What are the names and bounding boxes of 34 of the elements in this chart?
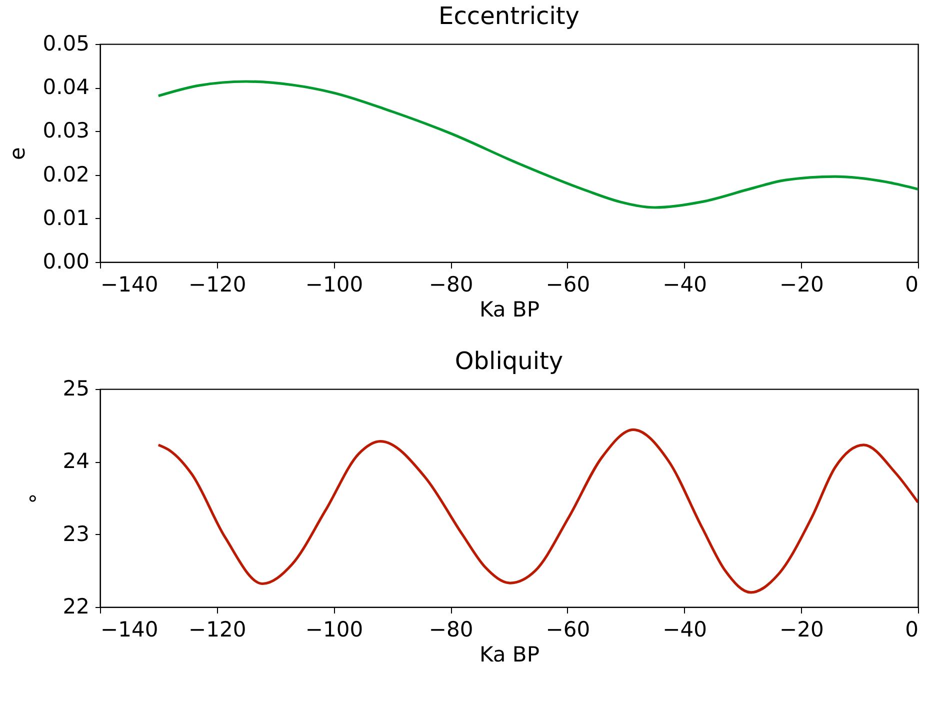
y-axis-title: ° bbox=[26, 493, 50, 504]
line-series bbox=[157, 80, 918, 209]
y-tick-label: 0.00 bbox=[42, 250, 90, 274]
y-tick-label: 0.04 bbox=[42, 75, 90, 100]
x-tick-label: −100 bbox=[305, 272, 364, 296]
y-tick-label: 23 bbox=[62, 522, 90, 546]
y-axis-title: e bbox=[6, 147, 30, 160]
x-axis-title: Ka BP bbox=[479, 298, 540, 322]
y-tick-label: 22 bbox=[62, 594, 90, 618]
x-tick-label: −40 bbox=[662, 272, 707, 296]
x-axis-title: Ka BP bbox=[479, 642, 540, 666]
y-tick-label: 24 bbox=[62, 449, 90, 474]
x-tick-label: −60 bbox=[546, 272, 590, 296]
x-tick-label: −60 bbox=[546, 618, 590, 642]
x-tick-label: −80 bbox=[428, 272, 474, 296]
y-tick-label: 25 bbox=[62, 376, 90, 400]
x-tick-label: −120 bbox=[188, 272, 246, 296]
y-tick-label: 0.02 bbox=[42, 162, 90, 186]
x-tick-label: 0 bbox=[905, 272, 918, 296]
x-tick-label: −140 bbox=[100, 618, 158, 642]
line-series bbox=[157, 428, 918, 594]
x-tick-label: −100 bbox=[305, 618, 364, 642]
chart-title: Obliquity bbox=[454, 347, 564, 375]
y-tick-label: 0.01 bbox=[42, 206, 90, 230]
chart-title: Eccentricity bbox=[438, 2, 580, 30]
y-tick-label: 0.03 bbox=[42, 118, 90, 143]
x-tick-label: −120 bbox=[188, 618, 246, 642]
y-tick-label: 0.05 bbox=[42, 32, 90, 56]
x-tick-label: −20 bbox=[779, 272, 824, 296]
x-tick-label: −40 bbox=[662, 618, 707, 642]
x-tick-label: −140 bbox=[100, 272, 158, 296]
x-tick-label: −20 bbox=[779, 618, 824, 642]
x-tick-label: −80 bbox=[428, 618, 474, 642]
x-tick-label: 0 bbox=[905, 618, 918, 642]
